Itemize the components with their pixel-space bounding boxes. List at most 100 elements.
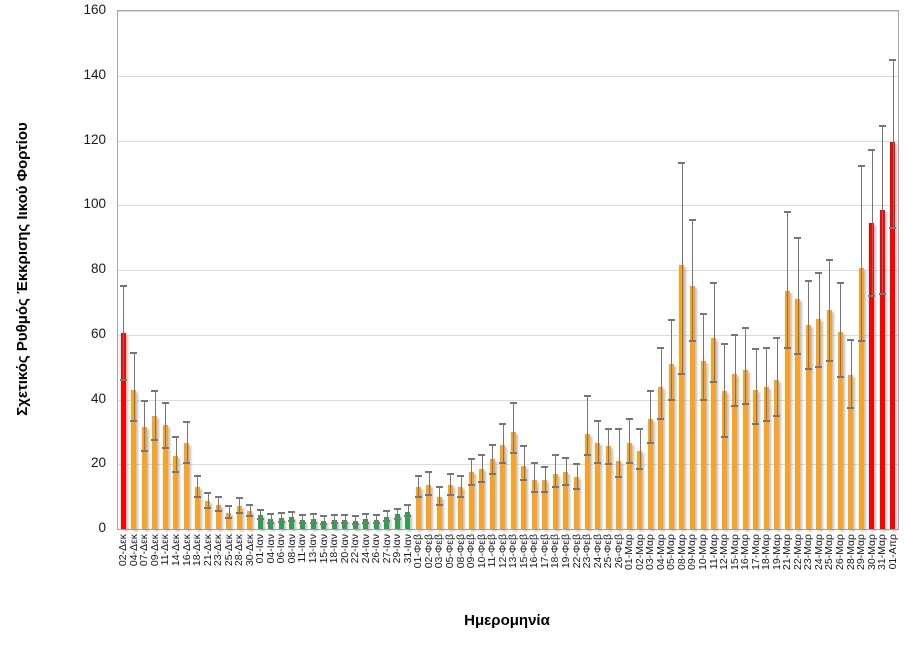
error-bar-cap-bottom <box>857 340 865 343</box>
error-bar-cap-top <box>499 422 507 425</box>
bar <box>468 472 474 529</box>
x-axis-title: Ημερομηνία <box>464 612 550 629</box>
bar <box>489 459 495 529</box>
bar <box>173 456 179 529</box>
error-bar-cap-top <box>140 400 148 403</box>
bar <box>352 520 358 529</box>
error-bar-whisker <box>492 444 494 474</box>
bar <box>816 318 822 529</box>
error-bar-whisker <box>755 349 757 424</box>
bar <box>436 496 442 529</box>
error-bar-cap-top <box>298 514 306 517</box>
error-bar-cap-top <box>741 327 749 330</box>
error-bar-whisker <box>681 163 683 374</box>
error-bar-whisker <box>734 334 736 406</box>
error-bar-whisker <box>850 339 852 408</box>
error-bar-whisker <box>861 166 863 342</box>
error-bar-cap-top <box>678 162 686 165</box>
error-bar-whisker <box>629 418 631 463</box>
bar <box>458 486 464 529</box>
error-bar-cap-bottom <box>151 438 159 441</box>
error-bar-cap-bottom <box>393 517 401 520</box>
error-bar-cap-bottom <box>298 522 306 525</box>
error-bar-cap-bottom <box>520 479 528 482</box>
error-bar-cap-top <box>404 504 412 507</box>
error-bar-cap-bottom <box>646 442 654 445</box>
bar <box>595 443 601 529</box>
error-bar-cap-top <box>362 513 370 516</box>
error-bar-cap-top <box>815 272 823 275</box>
bar <box>679 265 685 529</box>
error-bar-cap-top <box>351 515 359 518</box>
error-bar-cap-top <box>204 492 212 495</box>
error-bar-whisker <box>323 516 325 524</box>
error-bar-whisker <box>133 352 135 421</box>
error-bar-cap-bottom <box>246 515 254 518</box>
error-bar-cap-bottom <box>488 472 496 475</box>
error-bar-whisker <box>270 514 272 523</box>
error-bar-cap-top <box>625 417 633 420</box>
error-bar-cap-top <box>130 351 138 354</box>
gridline <box>118 399 898 401</box>
error-bar-whisker <box>766 347 768 421</box>
error-bar-cap-bottom <box>615 476 623 479</box>
error-bar-cap-bottom <box>836 375 844 378</box>
error-bar-cap-top <box>657 346 665 349</box>
bar <box>584 433 590 529</box>
bar <box>247 511 253 529</box>
error-bar-whisker <box>882 125 884 295</box>
error-bar-cap-bottom <box>140 450 148 453</box>
error-bar-cap-bottom <box>383 519 391 522</box>
error-bar-cap-top <box>794 236 802 239</box>
bar <box>869 223 875 529</box>
y-tick-label: 140 <box>83 66 106 82</box>
error-bar-cap-bottom <box>341 521 349 524</box>
error-bar-whisker <box>565 457 567 486</box>
bar <box>236 506 242 529</box>
error-bar-cap-bottom <box>562 484 570 487</box>
bar <box>373 519 379 529</box>
error-bar-whisker <box>334 515 336 523</box>
error-bar-cap-bottom <box>309 521 317 524</box>
error-bar-cap-bottom <box>351 522 359 525</box>
error-bar-cap-bottom <box>762 419 770 422</box>
error-bar-whisker <box>829 260 831 361</box>
error-bar-cap-bottom <box>804 367 812 370</box>
error-bar-cap-bottom <box>710 380 718 383</box>
bar <box>689 286 695 529</box>
error-bar-whisker <box>523 446 525 481</box>
error-bar-cap-top <box>762 346 770 349</box>
error-bar-whisker <box>186 422 188 463</box>
bar <box>215 504 221 529</box>
error-bar-cap-top <box>520 445 528 448</box>
error-bar-whisker <box>418 475 420 497</box>
error-bar-cap-bottom <box>688 340 696 343</box>
error-bar-whisker <box>249 504 251 517</box>
error-bar-whisker <box>175 436 177 473</box>
error-bar-whisker <box>534 462 536 492</box>
error-bar-cap-top <box>457 474 465 477</box>
error-bar-cap-bottom <box>825 359 833 362</box>
error-bar-whisker <box>808 281 810 369</box>
error-bar-cap-top <box>225 505 233 508</box>
error-bar-whisker <box>355 516 357 524</box>
bar <box>447 485 453 529</box>
error-bar-cap-bottom <box>256 517 264 520</box>
error-bar-cap-top <box>488 443 496 446</box>
gridline <box>118 334 898 336</box>
error-bar-cap-top <box>425 471 433 474</box>
error-bar-whisker <box>228 506 230 518</box>
error-bar-cap-bottom <box>446 494 454 496</box>
error-bar-cap-top <box>151 390 159 393</box>
bar <box>668 363 674 529</box>
bar <box>574 477 579 529</box>
error-bar-cap-bottom <box>530 490 538 493</box>
error-bar-cap-top <box>699 312 707 315</box>
bar <box>626 443 632 529</box>
error-bar-whisker <box>397 508 399 519</box>
error-bar-cap-bottom <box>499 461 507 464</box>
bar <box>879 210 885 529</box>
bar <box>205 501 211 529</box>
error-bar-cap-bottom <box>594 461 602 464</box>
